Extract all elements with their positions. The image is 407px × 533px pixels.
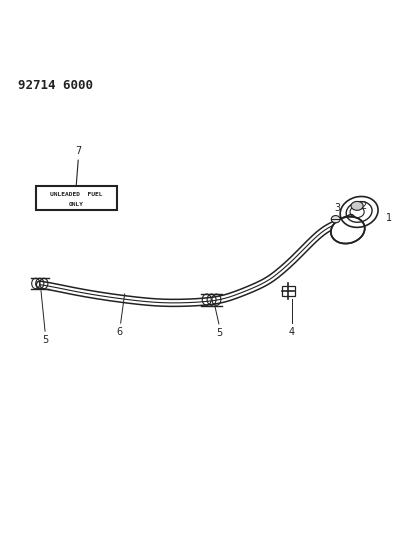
Text: 7: 7: [75, 146, 81, 156]
FancyBboxPatch shape: [36, 187, 116, 210]
Text: 3: 3: [334, 203, 340, 213]
Ellipse shape: [331, 215, 340, 223]
Ellipse shape: [331, 217, 365, 244]
Text: 1: 1: [386, 213, 392, 223]
Text: UNLEADED  FUEL: UNLEADED FUEL: [50, 192, 103, 197]
Text: 2: 2: [360, 201, 366, 211]
Bar: [282, 286, 295, 296]
Text: 92714 6000: 92714 6000: [18, 78, 92, 92]
Text: 5: 5: [216, 328, 222, 338]
Ellipse shape: [351, 201, 363, 211]
Text: ONLY: ONLY: [69, 202, 84, 207]
Text: 4: 4: [289, 327, 295, 337]
Text: 5: 5: [42, 335, 48, 345]
Text: 6: 6: [117, 327, 123, 337]
